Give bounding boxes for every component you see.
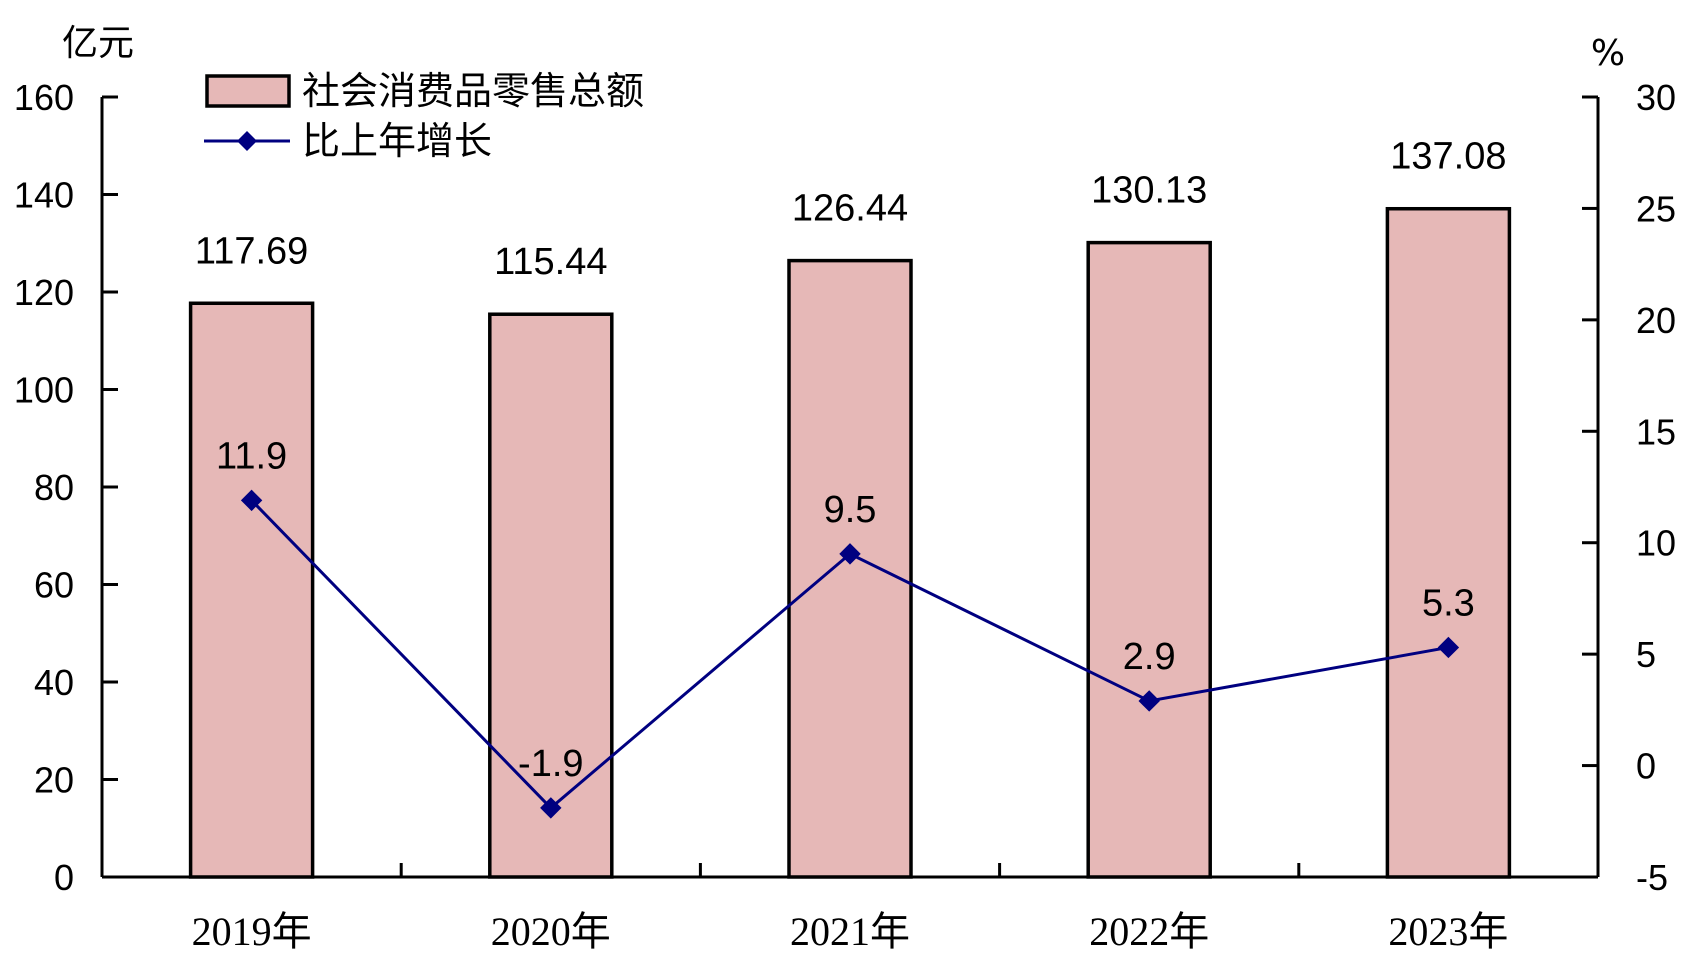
line-value-label: -1.9	[518, 743, 583, 785]
line-value-label: 9.5	[824, 489, 877, 531]
y-left-tick-label: 140	[14, 175, 74, 216]
x-category-label: 2022年	[1089, 909, 1209, 954]
x-category-label: 2021年	[790, 909, 910, 954]
bar-value-label: 117.69	[195, 230, 308, 272]
y-right-tick-label: 25	[1636, 188, 1676, 229]
legend-bar-swatch	[205, 74, 291, 108]
axes-group: 0 20 40 60 80 100 120 140 160 -5 0 5 10 15 20 25 30 2019年…	[14, 77, 1676, 954]
bar	[488, 312, 614, 879]
data-labels-group: 117.69 115.44 126.44 130.13 137.08 11.9 -1.9 9.…	[195, 136, 1507, 785]
line-point-marker	[240, 489, 263, 512]
line-point-marker	[1437, 636, 1460, 659]
line-value-label: 11.9	[216, 435, 287, 477]
y-left-tick-label: 120	[14, 272, 74, 313]
line-value-label: 5.3	[1422, 582, 1475, 624]
y-left-tick-label: 100	[14, 370, 74, 411]
axis-units-group: 亿元%	[62, 23, 1625, 74]
y-left-tick-label: 60	[34, 565, 74, 606]
bar	[787, 258, 913, 879]
bar	[1385, 206, 1512, 879]
line-point-marker	[1138, 690, 1160, 712]
bar	[188, 301, 315, 879]
y-left-tick-label: 80	[34, 467, 74, 508]
legend-bar-label: 社会消费品零售总额	[302, 69, 644, 113]
legend-line-marker	[237, 131, 257, 151]
legend-line-label: 比上年增长	[302, 119, 492, 163]
y-left-tick-label: 40	[34, 662, 74, 703]
bar-value-label: 115.44	[494, 241, 607, 283]
line-point-marker	[839, 543, 861, 565]
y-left-tick-label: 20	[34, 760, 74, 801]
y-right-tick-label: 30	[1636, 77, 1676, 118]
y-right-tick-label: 0	[1636, 746, 1656, 787]
x-category-label: 2023年	[1388, 909, 1508, 954]
y-right-tick-label: 20	[1636, 300, 1676, 341]
y-right-tick-label: 5	[1636, 634, 1656, 675]
y-left-unit: 亿元	[62, 23, 134, 64]
y-left-tick-label: 0	[54, 857, 74, 898]
bar	[1086, 240, 1212, 879]
bar-value-label: 126.44	[792, 188, 908, 230]
y-right-tick-label: 15	[1636, 411, 1676, 452]
bar-value-label: 137.08	[1390, 136, 1506, 178]
bar-value-label: 130.13	[1091, 170, 1207, 212]
y-left-tick-label: 160	[14, 77, 74, 118]
line-series-group	[240, 489, 1460, 819]
bars-group	[188, 206, 1512, 879]
line-value-label: 2.9	[1123, 636, 1176, 678]
y-right-tick-label: -5	[1636, 857, 1668, 898]
x-category-label: 2020年	[491, 909, 611, 954]
y-right-tick-label: 10	[1636, 523, 1676, 564]
line-point-marker	[540, 797, 562, 819]
x-category-label: 2019年	[192, 909, 312, 954]
y-right-unit: %	[1591, 33, 1625, 74]
